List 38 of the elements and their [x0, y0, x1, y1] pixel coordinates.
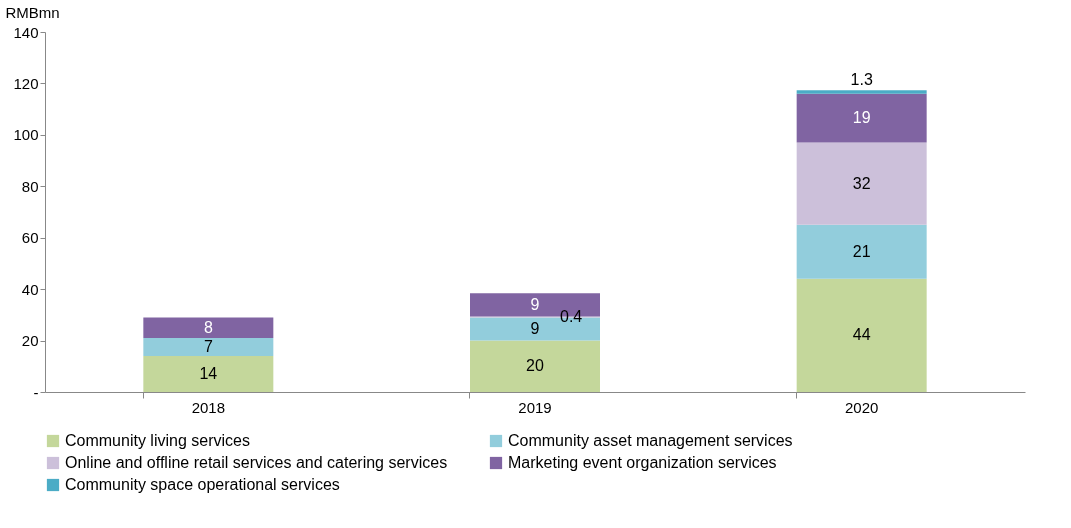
- legend-label: Online and offline retail services and catering services: [65, 454, 448, 471]
- bar: [796, 278, 927, 392]
- data-label: 44: [852, 326, 871, 344]
- bar: [796, 142, 927, 225]
- y-axis-title: RMBmn: [5, 3, 60, 21]
- y-tick-label: 100: [13, 126, 39, 144]
- bar: [143, 338, 274, 356]
- legend-label: Marketing event organization services: [508, 454, 777, 471]
- data-label: 9: [530, 320, 540, 337]
- y-tick-label: 20: [21, 332, 39, 350]
- y-tick-label: 120: [13, 74, 39, 92]
- data-label: 7: [203, 338, 213, 355]
- data-label: 9: [530, 295, 540, 313]
- data-label: 21: [852, 242, 871, 260]
- data-label: 0.4: [560, 307, 583, 325]
- legend-label: Community living services: [65, 432, 250, 449]
- bar: [143, 317, 274, 338]
- y-tick-label: 60: [21, 229, 39, 247]
- bar: [143, 356, 274, 392]
- bar: [796, 224, 927, 279]
- data-label: 19: [852, 109, 871, 127]
- y-tick-label: 140: [13, 23, 39, 41]
- data-label: 8: [203, 318, 213, 336]
- bar: [796, 93, 927, 143]
- bar: [796, 90, 927, 94]
- x-tick-label: 2020: [844, 398, 879, 416]
- x-tick-label: 2018: [191, 398, 226, 416]
- legend-label: Community space operational services: [65, 476, 340, 493]
- y-tick-label: 80: [21, 177, 39, 195]
- y-tick-label: -: [33, 383, 39, 401]
- x-tick-label: 2019: [518, 398, 552, 416]
- y-tick-label: 40: [21, 280, 39, 298]
- data-label: 14: [199, 365, 218, 382]
- data-label: 1.3: [850, 71, 873, 89]
- legend-label: Community asset management services: [508, 432, 793, 449]
- data-label: 32: [852, 174, 871, 192]
- data-label: 20: [526, 357, 544, 375]
- bar: [470, 340, 600, 392]
